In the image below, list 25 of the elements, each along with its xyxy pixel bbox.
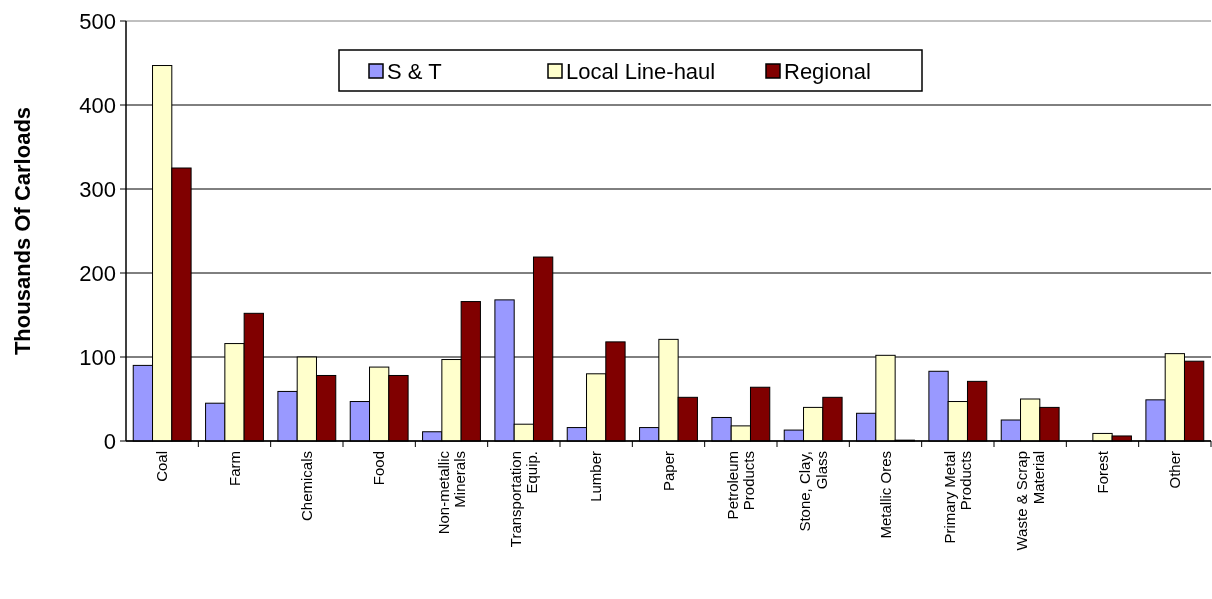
x-tick-label: Chemicals xyxy=(298,451,316,522)
x-tick-label: Food xyxy=(370,451,388,486)
x-tick-label: Waste & Scrap Material xyxy=(1013,451,1047,551)
legend-label: Regional xyxy=(784,58,871,84)
x-tick-label: Primary Metal Products xyxy=(940,451,975,544)
x-tick-label: Metallic Ores xyxy=(876,451,894,539)
y-tick-label: 400 xyxy=(79,92,116,118)
x-tick-label: Coal xyxy=(153,451,171,482)
x-tick-label: Stone, Clay, Glass xyxy=(796,451,830,532)
y-tick-label: 500 xyxy=(79,8,116,34)
y-axis-title: Thousands Of Carloads xyxy=(10,106,35,356)
y-tick-label: 0 xyxy=(103,428,116,454)
x-tick-label: Farm xyxy=(225,451,243,486)
legend-label: S & T xyxy=(387,58,442,84)
x-tick-label: Non-metallic Minerals xyxy=(434,450,468,535)
x-tick-label: Transportation Equip. xyxy=(506,451,541,548)
x-tick-label: Petroleum Products xyxy=(723,451,758,520)
x-tick-label: Forest xyxy=(1093,450,1111,494)
y-tick-label: 300 xyxy=(79,176,116,202)
y-tick-label: 100 xyxy=(79,344,116,370)
x-tick-label: Other xyxy=(1166,451,1184,489)
y-tick-label: 200 xyxy=(79,260,116,286)
legend-label: Local Line-haul xyxy=(566,58,716,84)
x-tick-label: Lumber xyxy=(587,451,605,502)
x-tick-label: Paper xyxy=(659,451,677,492)
